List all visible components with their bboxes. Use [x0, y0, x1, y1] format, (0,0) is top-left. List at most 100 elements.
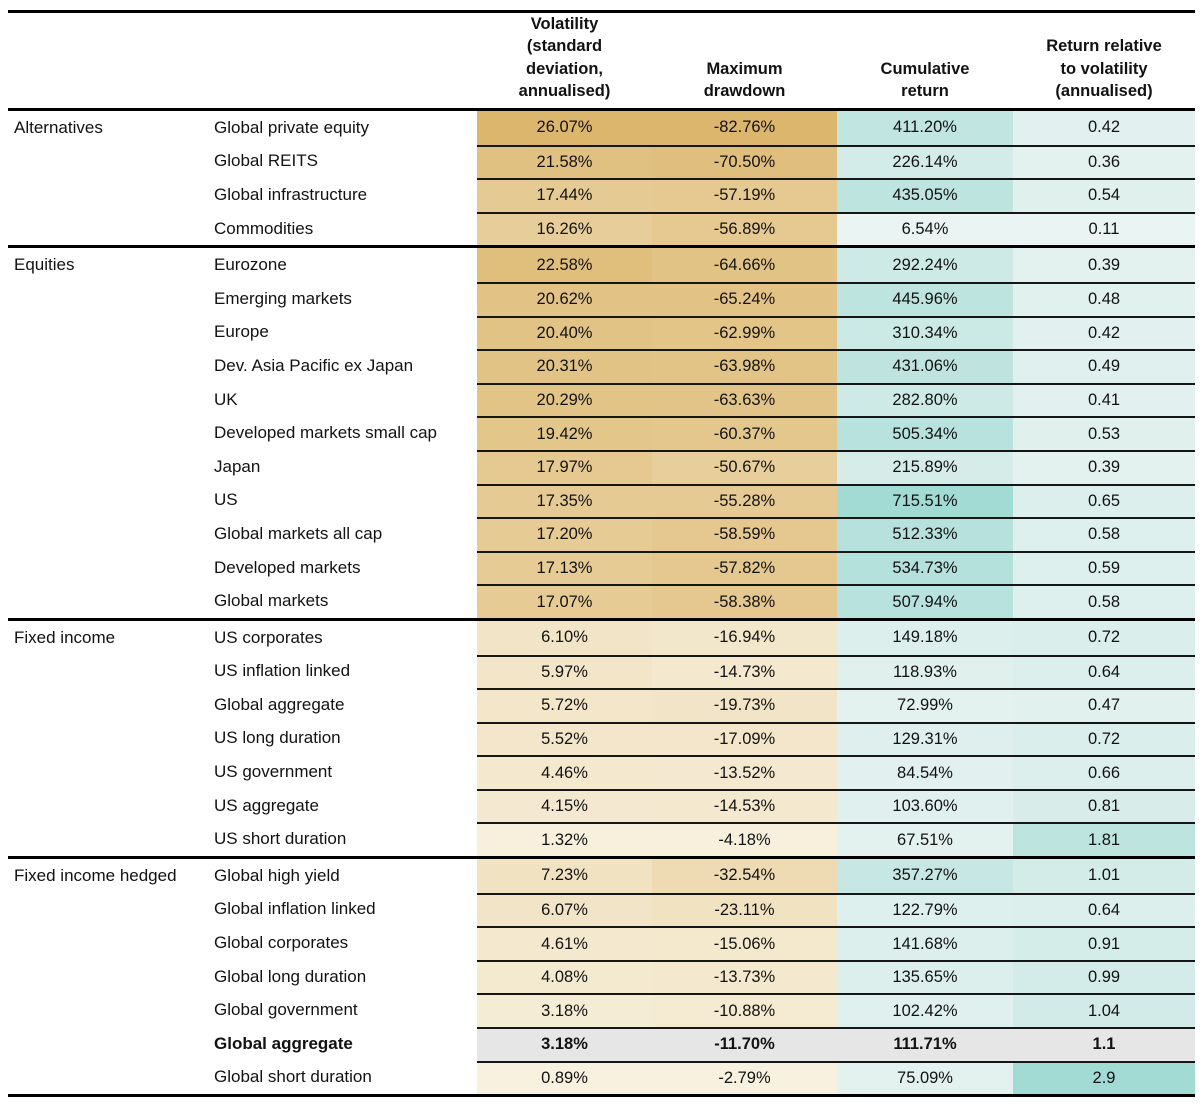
column-header-volatility: Volatility (standard deviation, annualised): [477, 13, 652, 111]
asset-label: Japan: [214, 456, 261, 476]
column-header-line: Maximum: [706, 59, 783, 78]
volatility-cell: 5.52%: [477, 721, 652, 756]
category-label: [8, 383, 210, 417]
column-header-line: Return relative: [1046, 37, 1162, 56]
max-drawdown-cell: -62.99%: [652, 315, 837, 350]
column-header-return_relative_to_volatility: Return relative to volatility (annualised): [1013, 35, 1195, 111]
category-label: [8, 755, 210, 789]
return-relative-cell: 0.42: [1013, 315, 1195, 350]
volatility-cell: 17.97%: [477, 449, 652, 484]
column-header-line: Cumulative: [880, 59, 970, 78]
category-label: [8, 584, 210, 618]
asset-label: Global government: [214, 1000, 358, 1020]
max-drawdown-cell: -63.63%: [652, 382, 837, 417]
return-relative-cell: 0.59: [1013, 550, 1195, 585]
volatility-cell: 6.07%: [477, 892, 652, 927]
asset-label: Global corporates: [214, 933, 349, 953]
cumulative-return-cell: 292.24%: [837, 248, 1013, 282]
return-relative-cell: 0.39: [1013, 248, 1195, 282]
table-row: Fixed income hedged Global high yield 7.23…: [8, 859, 1195, 893]
category-label: [8, 789, 210, 823]
table-row: Commodities 16.26% -56.89% 6.54% 0.11: [8, 211, 1195, 246]
asset-label: Global high yield: [214, 865, 340, 885]
max-drawdown-cell: -19.73%: [652, 688, 837, 722]
category-label: [8, 349, 210, 383]
max-drawdown-cell: -23.11%: [652, 892, 837, 927]
asset-label: US inflation linked: [214, 661, 351, 681]
category-label: [8, 145, 210, 179]
column-header-cumulative_return: Cumulative return: [837, 58, 1013, 112]
volatility-cell: 17.07%: [477, 584, 652, 618]
table-row: Global markets all cap 17.20% -58.59% 512.3…: [8, 517, 1195, 551]
table-row: Global markets 17.07% -58.38% 507.94% 0.58: [8, 584, 1195, 618]
category-label: [8, 212, 210, 246]
volatility-cell: 16.26%: [477, 211, 652, 246]
return-relative-cell: 0.11: [1013, 211, 1195, 246]
max-drawdown-cell: -4.18%: [652, 822, 837, 857]
volatility-cell: 1.32%: [477, 822, 652, 857]
cumulative-return-cell: 505.34%: [837, 416, 1013, 450]
asset-label: Developed markets: [214, 557, 361, 577]
category-label: [8, 993, 210, 1027]
cumulative-return-cell: 282.80%: [837, 382, 1013, 417]
column-header-line: annualised): [518, 81, 611, 100]
asset-label: Global short duration: [214, 1067, 372, 1087]
return-relative-cell: 0.58: [1013, 584, 1195, 618]
header-spacer-asset: [210, 102, 477, 111]
max-drawdown-cell: -2.79%: [652, 1060, 837, 1095]
cumulative-return-cell: 715.51%: [837, 483, 1013, 518]
category-label: [8, 960, 210, 994]
cumulative-return-cell: 129.31%: [837, 721, 1013, 756]
return-relative-cell: 2.9: [1013, 1060, 1195, 1095]
asset-label: Global REITS: [214, 151, 318, 171]
cumulative-return-cell: 102.42%: [837, 993, 1013, 1028]
max-drawdown-cell: -14.73%: [652, 654, 837, 689]
table-row: Emerging markets 20.62% -65.24% 445.96% 0.48: [8, 281, 1195, 316]
table-row: Europe 20.40% -62.99% 310.34% 0.42: [8, 315, 1195, 350]
volatility-cell: 4.46%: [477, 755, 652, 789]
section-fixed-income: Fixed income US corporates 6.10% -16.94% 149…: [8, 620, 1195, 860]
return-relative-cell: 0.72: [1013, 620, 1195, 655]
return-relative-cell: 1.01: [1013, 859, 1195, 893]
column-header-line: deviation,: [525, 59, 603, 78]
table-header-row: Volatility (standard deviation, annualised)…: [8, 13, 1195, 111]
return-relative-cell: 1.04: [1013, 993, 1195, 1028]
return-relative-cell: 0.36: [1013, 144, 1195, 179]
cumulative-return-cell: 122.79%: [837, 892, 1013, 927]
section-alternatives: Alternatives Global private equity 26.07% -…: [8, 111, 1195, 249]
asset-label: Global long duration: [214, 966, 367, 986]
return-relative-cell: 0.53: [1013, 416, 1195, 450]
max-drawdown-cell: -82.76%: [652, 111, 837, 145]
table-row: US short duration 1.32% -4.18% 67.51% 1.81: [8, 822, 1195, 857]
category-label: Equities: [14, 255, 75, 275]
max-drawdown-cell: -10.88%: [652, 993, 837, 1028]
cumulative-return-cell: 6.54%: [837, 211, 1013, 246]
asset-label: US: [214, 490, 238, 510]
table-row: Developed markets small cap 19.42% -60.37%…: [8, 416, 1195, 450]
category-label: Alternatives: [14, 117, 103, 137]
category-label: [8, 655, 210, 689]
category-label: [8, 484, 210, 518]
volatility-cell: 5.97%: [477, 654, 652, 689]
asset-label: Eurozone: [214, 255, 287, 275]
cumulative-return-cell: 72.99%: [837, 688, 1013, 722]
asset-label: Developed markets small cap: [214, 423, 437, 443]
table-row: Japan 17.97% -50.67% 215.89% 0.39: [8, 449, 1195, 484]
cumulative-return-cell: 67.51%: [837, 822, 1013, 857]
return-relative-cell: 0.39: [1013, 449, 1195, 484]
cumulative-return-cell: 149.18%: [837, 620, 1013, 655]
category-label: Fixed income: [14, 627, 116, 647]
max-drawdown-cell: -70.50%: [652, 144, 837, 179]
table-row: Equities Eurozone 22.58% -64.66% 292.24% 0.39: [8, 248, 1195, 282]
max-drawdown-cell: -65.24%: [652, 281, 837, 316]
volatility-cell: 17.20%: [477, 517, 652, 551]
category-label: [8, 316, 210, 350]
table-row: US aggregate 4.15% -14.53% 103.60% 0.81: [8, 788, 1195, 823]
cumulative-return-cell: 226.14%: [837, 144, 1013, 179]
volatility-cell: 19.42%: [477, 416, 652, 450]
category-label: Fixed income hedged: [14, 865, 177, 885]
max-drawdown-cell: -63.98%: [652, 349, 837, 383]
asset-label: Emerging markets: [214, 288, 352, 308]
return-relative-cell: 0.47: [1013, 688, 1195, 722]
return-relative-cell: 0.48: [1013, 281, 1195, 316]
